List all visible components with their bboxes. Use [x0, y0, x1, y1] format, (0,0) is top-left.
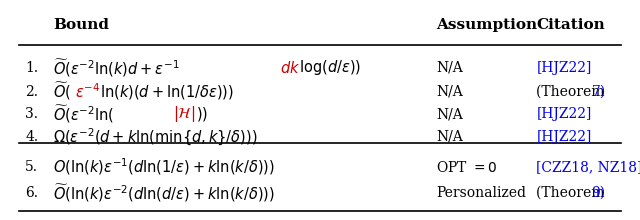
Text: $\widetilde{O}($: $\widetilde{O}($	[54, 81, 72, 103]
Text: 2.: 2.	[25, 85, 38, 99]
Text: $\log(d/\varepsilon))$: $\log(d/\varepsilon))$	[300, 59, 362, 77]
Text: $\varepsilon^{-4}$: $\varepsilon^{-4}$	[76, 82, 100, 101]
Text: N/A: N/A	[436, 107, 463, 121]
Text: Bound: Bound	[54, 18, 109, 32]
Text: N/A: N/A	[436, 61, 463, 75]
Text: $|\mathcal{H}|$: $|\mathcal{H}|$	[173, 104, 195, 124]
Text: $\ln(k)(d + \ln(1/\delta\varepsilon)))$: $\ln(k)(d + \ln(1/\delta\varepsilon)))$	[100, 83, 234, 101]
Text: 4.: 4.	[25, 130, 38, 144]
Text: $\Omega(\varepsilon^{-2}(d + k\ln(\min\{d, k\}/\delta)))$: $\Omega(\varepsilon^{-2}(d + k\ln(\min\{…	[54, 126, 258, 147]
Text: 9): 9)	[591, 186, 605, 200]
Text: $\mathit{dk}$: $\mathit{dk}$	[280, 60, 301, 76]
Text: [HJZ22]: [HJZ22]	[536, 61, 592, 75]
Text: (Theorem: (Theorem	[536, 85, 609, 99]
Text: [CZZ18, NZ18]: [CZZ18, NZ18]	[536, 160, 640, 174]
Text: 1.: 1.	[25, 61, 38, 75]
Text: 3.: 3.	[25, 107, 38, 121]
Text: N/A: N/A	[436, 85, 463, 99]
Text: Assumption: Assumption	[436, 18, 537, 32]
Text: $\widetilde{O}(\ln(k)\varepsilon^{-2}(d\ln(d/\varepsilon) + k\ln(k/\delta)))$: $\widetilde{O}(\ln(k)\varepsilon^{-2}(d\…	[54, 182, 275, 204]
Text: OPT $= 0$: OPT $= 0$	[436, 160, 497, 175]
Text: 6.: 6.	[25, 186, 38, 200]
Text: 7): 7)	[591, 85, 606, 99]
Text: $))$: $))$	[196, 105, 209, 123]
Text: (Theorem: (Theorem	[536, 186, 609, 200]
Text: Citation: Citation	[536, 18, 605, 32]
Text: $\widetilde{O}(\varepsilon^{-2}\ln(k)d + \varepsilon^{-1}$: $\widetilde{O}(\varepsilon^{-2}\ln(k)d +…	[54, 57, 180, 79]
Text: Personalized: Personalized	[436, 186, 526, 200]
Text: 5.: 5.	[25, 160, 38, 174]
Text: [HJZ22]: [HJZ22]	[536, 107, 592, 121]
Text: N/A: N/A	[436, 130, 463, 144]
Text: $\widetilde{O}(\varepsilon^{-2}\ln($: $\widetilde{O}(\varepsilon^{-2}\ln($	[54, 104, 115, 125]
Text: $O(\ln(k)\varepsilon^{-1}(d\ln(1/\varepsilon) + k\ln(k/\delta)))$: $O(\ln(k)\varepsilon^{-1}(d\ln(1/\vareps…	[54, 157, 276, 178]
Text: [HJZ22]: [HJZ22]	[536, 130, 592, 144]
